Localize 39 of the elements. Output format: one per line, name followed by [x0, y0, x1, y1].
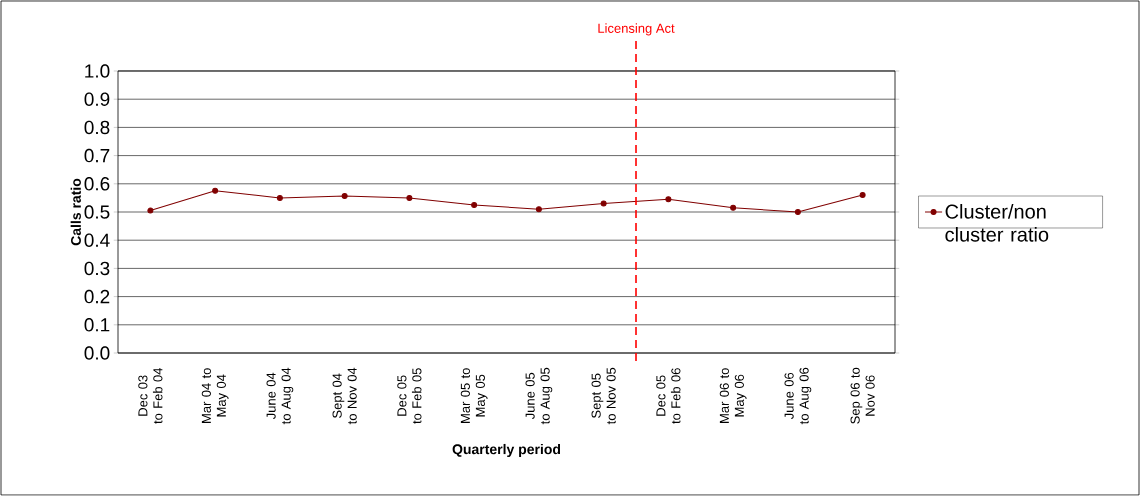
- point: [276, 194, 283, 201]
- x-tick-label: Mar 05 to May 05: [460, 368, 488, 423]
- x-tick-label: June 04 to Aug 04: [266, 367, 294, 425]
- y-tick-label: 1.0: [85, 64, 110, 78]
- point: [212, 187, 219, 194]
- point: [535, 206, 542, 213]
- x-tick-label: June 05 to Aug 05: [525, 367, 553, 425]
- x-tick-label: Mar 06 to May 06: [719, 368, 747, 423]
- x-tick-label: Sept 05 to Nov 05: [591, 367, 616, 425]
- legend-label: Cluster/non cluster ratio: [945, 204, 1049, 242]
- ref-line-label: Licensing Act: [598, 23, 675, 36]
- point: [794, 209, 801, 215]
- point: [859, 192, 866, 199]
- y-tick-label: 0.9: [84, 92, 110, 106]
- y-tick-label: 0.5: [84, 205, 110, 219]
- y-axis-title: Calls ratio: [70, 178, 81, 246]
- x-tick-label: June 06 to Aug 06: [784, 367, 812, 425]
- x-tick-label: Sept 04 to Nov 04: [332, 367, 357, 425]
- point: [471, 201, 478, 208]
- x-tick-label: Dec 03 to Feb 04: [138, 368, 163, 424]
- y-tick-label: 0.4: [84, 233, 110, 247]
- point: [730, 204, 737, 211]
- y-tick-label: 0.2: [84, 289, 110, 304]
- x-tick-label: Dec 05 to Feb 06: [656, 368, 681, 424]
- y-tick-label: 0.6: [84, 177, 110, 191]
- point: [341, 192, 348, 199]
- y-tick-label: 0.3: [84, 261, 110, 276]
- x-tick-label: Dec 05 to Feb 05: [397, 368, 422, 424]
- point: [600, 200, 607, 207]
- y-tick-label: 0.1: [84, 318, 110, 332]
- point: [147, 207, 154, 214]
- point: [406, 194, 413, 201]
- x-tick-label: Mar 04 to May 04: [201, 368, 229, 423]
- point: [665, 196, 672, 203]
- y-tick-label: 0.8: [84, 120, 110, 135]
- x-tick-label: Sep 06 to Nov 06: [850, 367, 875, 424]
- y-tick-label: 0.0: [84, 346, 110, 360]
- x-axis-title: Quarterly period: [452, 443, 561, 457]
- y-tick-label: 0.7: [84, 148, 110, 163]
